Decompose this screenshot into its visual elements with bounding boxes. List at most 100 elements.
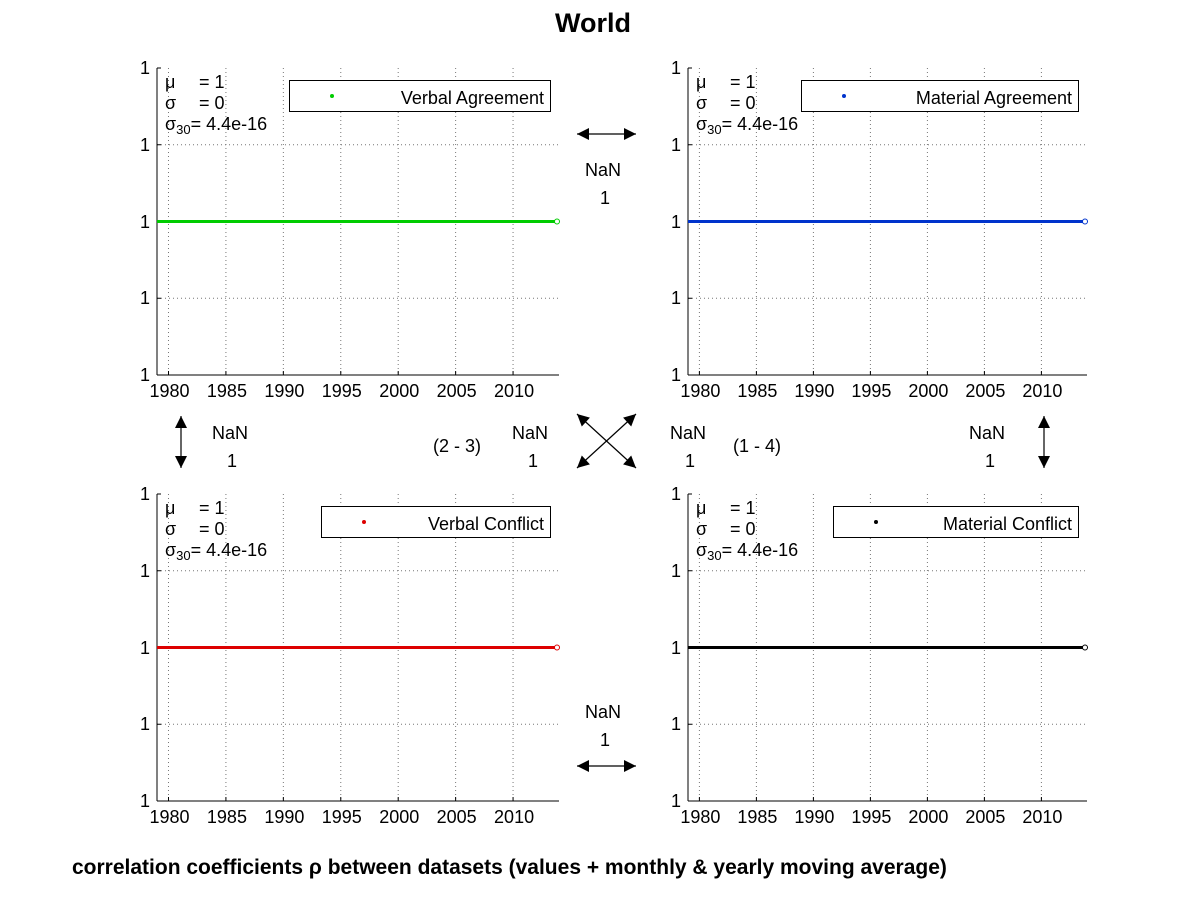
panel-1-ytick-label: 1 xyxy=(140,365,151,385)
panel-2-legend: Material Agreement xyxy=(801,80,1079,112)
panel-4-xtick-label: 1995 xyxy=(851,807,892,827)
corr-bottom-nan: NaN xyxy=(585,702,622,722)
panel-2-xtick-label: 1985 xyxy=(737,381,778,401)
panel-4-stat-mu: μ = 1 xyxy=(696,498,756,518)
arrow-diagonal-b-shaft xyxy=(576,413,637,469)
figure-caption: correlation coefficients ρ between datas… xyxy=(72,856,947,879)
panel-1-xtick-label: 2005 xyxy=(436,381,477,401)
corr-bottom-one: 1 xyxy=(600,730,611,750)
panel-4-xtick-label: 2010 xyxy=(1022,807,1063,827)
panel-3-ytick-label: 1 xyxy=(140,714,151,735)
panel-1-xtick-label: 1995 xyxy=(321,381,362,401)
panel-2-ytick-label: 1 xyxy=(671,58,682,78)
corr-diag-left-label: (2 - 3) xyxy=(433,436,482,456)
panel-2-ytick-label: 1 xyxy=(671,211,682,232)
panel-1-stat-sigma30: σ30= 4.4e-16 xyxy=(165,114,268,137)
panel-4-xtick-label: 1980 xyxy=(680,807,721,827)
corr-diag-left-nan: NaN xyxy=(512,423,549,443)
panel-1-stat-sigma: σ = 0 xyxy=(165,93,225,113)
panel-1-xtick-label: 2000 xyxy=(379,381,420,401)
corr-right-nan: NaN xyxy=(969,423,1006,443)
panel-3-ytick-label: 1 xyxy=(140,637,151,658)
panel-2-xtick-label: 2010 xyxy=(1022,381,1063,401)
panel-3-xtick-label: 1980 xyxy=(149,807,190,827)
panel-1-legend: Verbal Agreement xyxy=(289,80,551,112)
panel-3-stat-mu: μ = 1 xyxy=(165,498,225,518)
panel-4-legend-marker xyxy=(874,520,878,524)
panel-4-ytick-label: 1 xyxy=(671,637,682,658)
panel-3-legend-marker xyxy=(362,520,366,524)
arrow-bottom-horizontal-head xyxy=(624,760,636,772)
panel-4-ytick-label: 1 xyxy=(671,791,682,811)
panel-1-legend-marker xyxy=(330,94,334,98)
panel-2-xtick-label: 2005 xyxy=(965,381,1006,401)
panel-1-stat-mu: μ = 1 xyxy=(165,72,225,92)
panel-3-stat-sigma30: σ30= 4.4e-16 xyxy=(165,540,268,563)
panel-4-xtick-label: 1985 xyxy=(737,807,778,827)
corr-right-one: 1 xyxy=(985,451,996,471)
panel-2-xtick-label: 1980 xyxy=(680,381,721,401)
panel-2-legend-label: Material Agreement xyxy=(915,88,1072,108)
panel-4-ytick-label: 1 xyxy=(671,484,682,504)
panel-3-stat-sigma: σ = 0 xyxy=(165,519,225,539)
panel-4-xtick-label: 2005 xyxy=(965,807,1006,827)
panel-3-xtick-label: 1995 xyxy=(321,807,362,827)
panel-2-xtick-label: 1995 xyxy=(851,381,892,401)
panel-2-xtick-label: 2000 xyxy=(908,381,949,401)
corr-left-one: 1 xyxy=(227,451,238,471)
arrow-left-vertical-head xyxy=(175,456,187,468)
panel-1-xtick-label: 1985 xyxy=(206,381,247,401)
panel-4-xtick-label: 1990 xyxy=(794,807,835,827)
panel-4-xtick-label: 2000 xyxy=(908,807,949,827)
arrow-diagonal-b-tail xyxy=(623,414,636,427)
arrow-diagonal-b-head xyxy=(577,455,590,468)
panel-3-ytick-label: 1 xyxy=(140,484,151,504)
arrow-left-vertical-tail xyxy=(175,416,187,428)
corr-diag-left-one: 1 xyxy=(528,451,539,471)
panel-4-stat-sigma: σ = 0 xyxy=(696,519,756,539)
panel-4-legend: Material Conflict xyxy=(833,506,1079,538)
panel-1-legend-label: Verbal Agreement xyxy=(400,88,544,108)
panel-3-xtick-label: 2010 xyxy=(494,807,535,827)
panel-2-stat-sigma: σ = 0 xyxy=(696,93,756,113)
corr-diag-right-one: 1 xyxy=(685,451,696,471)
arrow-right-vertical-head xyxy=(1038,456,1050,468)
panel-1-ytick-label: 1 xyxy=(140,134,151,155)
panel-2-xtick-label: 1990 xyxy=(794,381,835,401)
arrow-right-vertical-tail xyxy=(1038,416,1050,428)
panel-4-ytick-label: 1 xyxy=(671,560,682,581)
corr-diag-right-label: (1 - 4) xyxy=(733,436,782,456)
panel-1-xtick-label: 1990 xyxy=(264,381,305,401)
panel-3-xtick-label: 1990 xyxy=(264,807,305,827)
panel-3-series-end-marker xyxy=(554,644,560,651)
arrow-top-horizontal-tail xyxy=(577,128,589,140)
panel-2-legend-marker xyxy=(842,94,846,98)
panel-1-xtick-label: 2010 xyxy=(494,381,535,401)
panel-1-xtick-label: 1980 xyxy=(149,381,190,401)
panel-2-ytick-label: 1 xyxy=(671,134,682,155)
corr-top-nan: NaN xyxy=(585,160,622,180)
corr-top-one: 1 xyxy=(600,188,611,208)
panel-4-legend-label: Material Conflict xyxy=(942,514,1072,534)
panel-3-legend-label: Verbal Conflict xyxy=(427,514,544,534)
panel-4-ytick-label: 1 xyxy=(671,714,682,735)
arrow-top-horizontal-head xyxy=(624,128,636,140)
panel-2-stat-mu: μ = 1 xyxy=(696,72,756,92)
panel-3-xtick-label: 2000 xyxy=(379,807,420,827)
panel-1-series-end-marker xyxy=(554,218,560,225)
panel-1-ytick-label: 1 xyxy=(140,211,151,232)
panel-3-xtick-label: 1985 xyxy=(206,807,247,827)
panel-2-stat-sigma30: σ30= 4.4e-16 xyxy=(696,114,799,137)
panel-4-stat-sigma30: σ30= 4.4e-16 xyxy=(696,540,799,563)
corr-left-nan: NaN xyxy=(212,423,249,443)
panel-2-series-end-marker xyxy=(1082,218,1088,225)
panel-2-ytick-label: 1 xyxy=(671,288,682,309)
panel-3-xtick-label: 2005 xyxy=(436,807,477,827)
corr-diag-right-nan: NaN xyxy=(670,423,707,443)
panel-1-ytick-label: 1 xyxy=(140,58,151,78)
panel-3-ytick-label: 1 xyxy=(140,791,151,811)
panel-3-legend: Verbal Conflict xyxy=(321,506,551,538)
arrow-diagonal-a-head xyxy=(623,455,636,468)
panel-4-series-end-marker xyxy=(1082,644,1088,651)
